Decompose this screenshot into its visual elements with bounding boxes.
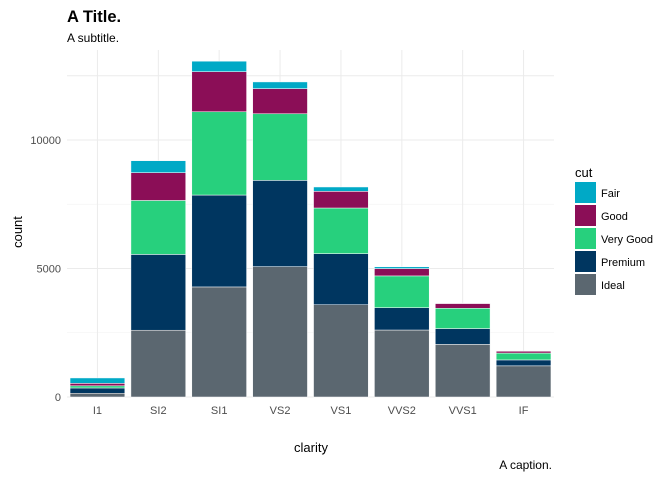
bar-segment bbox=[130, 254, 186, 331]
bar-segment bbox=[252, 180, 308, 267]
bar-segment bbox=[374, 307, 430, 331]
x-tick-label: VS1 bbox=[331, 405, 352, 417]
legend-key bbox=[575, 205, 596, 226]
bar-segment bbox=[313, 186, 369, 192]
bar-segment bbox=[191, 194, 247, 288]
bar-segment bbox=[495, 352, 552, 361]
bar-segment bbox=[69, 392, 126, 398]
legend-key bbox=[575, 228, 596, 249]
legend-label: Fair bbox=[601, 188, 620, 200]
bar-segment bbox=[374, 329, 430, 398]
legend: cut Fair Good Very Good Premium Ideal bbox=[575, 165, 653, 295]
bar-segment bbox=[313, 253, 369, 305]
bar-segment bbox=[435, 328, 491, 345]
bar-segment bbox=[69, 387, 126, 394]
bar-segment bbox=[374, 268, 430, 277]
bar-segment bbox=[374, 266, 430, 269]
bar-segment bbox=[191, 286, 247, 398]
bar-segment bbox=[130, 200, 186, 255]
bars bbox=[69, 60, 552, 398]
legend-label: Good bbox=[601, 211, 628, 223]
x-tick-label: IF bbox=[519, 405, 529, 417]
chart-caption: A caption. bbox=[499, 458, 552, 472]
bar-segment bbox=[313, 304, 369, 398]
bar-segment bbox=[252, 113, 308, 181]
y-tick-label: 0 bbox=[55, 392, 61, 404]
bar-segment bbox=[69, 377, 126, 384]
legend-label: Very Good bbox=[601, 234, 653, 246]
bar-segment bbox=[435, 308, 491, 329]
bar-segment bbox=[313, 207, 369, 254]
x-tick-label: SI2 bbox=[150, 405, 167, 417]
bar-segment bbox=[69, 383, 126, 387]
legend-label: Ideal bbox=[601, 280, 625, 292]
x-tick-label: I1 bbox=[93, 405, 102, 417]
y-tick-label: 10000 bbox=[30, 135, 61, 147]
bar-segment bbox=[130, 329, 186, 398]
x-axis-title: clarity bbox=[294, 440, 328, 455]
x-tick-label: VVS1 bbox=[449, 405, 477, 417]
bar-segment bbox=[495, 359, 552, 367]
bar-segment bbox=[130, 160, 186, 173]
bar-segment bbox=[435, 303, 491, 309]
bar-segment bbox=[495, 350, 552, 354]
bar-segment bbox=[252, 88, 308, 115]
bar-segment bbox=[495, 365, 552, 398]
y-tick-label: 5000 bbox=[37, 263, 61, 275]
chart-subtitle: A subtitle. bbox=[67, 31, 120, 45]
x-tick-label: VVS2 bbox=[388, 405, 416, 417]
bar-segment bbox=[313, 191, 369, 209]
legend-key bbox=[575, 274, 596, 295]
bar-segment bbox=[130, 172, 186, 201]
x-tick-label: VS2 bbox=[270, 405, 291, 417]
bar-segment bbox=[191, 71, 247, 113]
bar-segment bbox=[191, 111, 247, 196]
y-axis-title: count bbox=[10, 216, 25, 248]
tick-labels: 0 5000 10000 I1 SI2 SI1 VS2 VS1 VVS2 VVS1 IF bbox=[30, 135, 528, 417]
bar-segment bbox=[69, 385, 126, 389]
x-tick-label: SI1 bbox=[211, 405, 228, 417]
bar-segment bbox=[374, 275, 430, 308]
bar-segment bbox=[191, 60, 247, 72]
legend-title: cut bbox=[575, 165, 593, 180]
legend-key bbox=[575, 182, 596, 203]
chart-title: A Title. bbox=[67, 8, 122, 26]
bar-segment bbox=[252, 81, 308, 89]
legend-label: Premium bbox=[601, 257, 645, 269]
bar-segment bbox=[252, 266, 308, 398]
legend-key bbox=[575, 251, 596, 272]
bar-segment bbox=[435, 344, 491, 398]
